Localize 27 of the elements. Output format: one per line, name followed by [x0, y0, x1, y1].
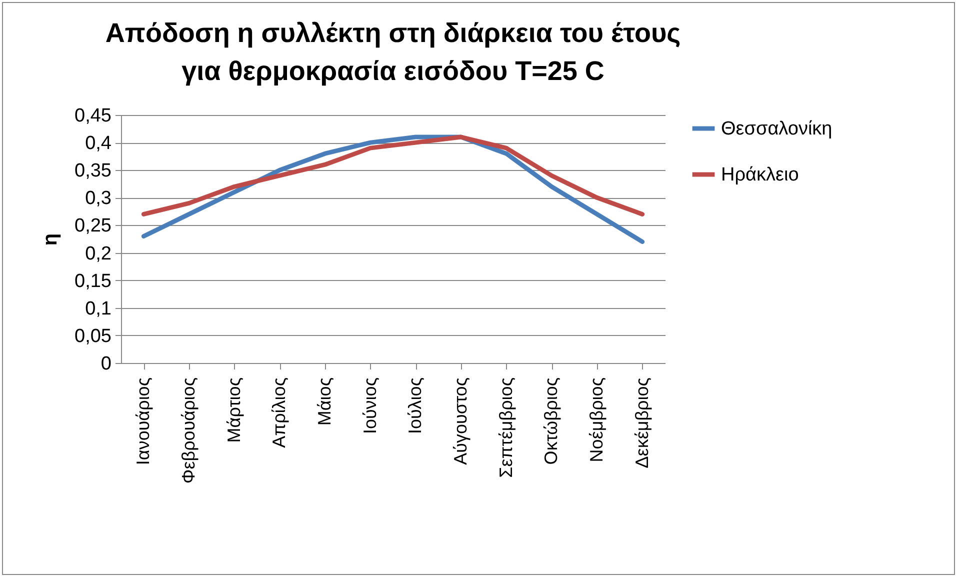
- legend-label: Ηράκλειο: [721, 164, 799, 186]
- y-tick-label: 0,1: [85, 298, 112, 320]
- legend-label: Θεσσαλονίκη: [721, 118, 832, 140]
- y-tick-label: 0,15: [74, 270, 112, 292]
- x-tick-label: Ιούνιος: [360, 377, 380, 434]
- y-tick-label: 0,45: [74, 106, 112, 126]
- y-axis-title: η: [40, 233, 62, 246]
- x-tick-label: Ιούλιος: [405, 377, 426, 434]
- x-tick-label: Αύγουστος: [450, 377, 470, 465]
- x-tick-label: Σεπτέμβριος: [496, 377, 516, 478]
- x-tick-label: Μάρτιος: [224, 377, 244, 443]
- x-tick-label: Δεκέμβριος: [632, 377, 652, 468]
- x-tick-label: Απρίλιος: [269, 377, 290, 448]
- y-tick-label: 0: [100, 354, 112, 374]
- line-series: [141, 134, 645, 216]
- x-tick-label: Φεβρουάριος: [178, 377, 198, 484]
- y-tick-label: 0,05: [74, 326, 112, 347]
- y-tick-label: 0,2: [85, 243, 112, 264]
- x-tick-label: Νοέμβριος: [586, 377, 606, 462]
- x-tick-label: Οκτώβριος: [541, 377, 562, 465]
- y-tick-label: 0,3: [85, 188, 112, 210]
- x-tick-label: Ιανουάριος: [133, 377, 154, 466]
- x-tick-label: Μάιος: [314, 377, 334, 426]
- y-tick-label: 0,4: [85, 133, 112, 154]
- y-tick-label: 0,25: [74, 216, 112, 237]
- y-tick-label: 0,35: [74, 160, 112, 182]
- chart-title: Απόδοση η συλλέκτη στη διάρκεια του έτους για θερμοκρασία εισόδου T=25 C: [105, 18, 681, 86]
